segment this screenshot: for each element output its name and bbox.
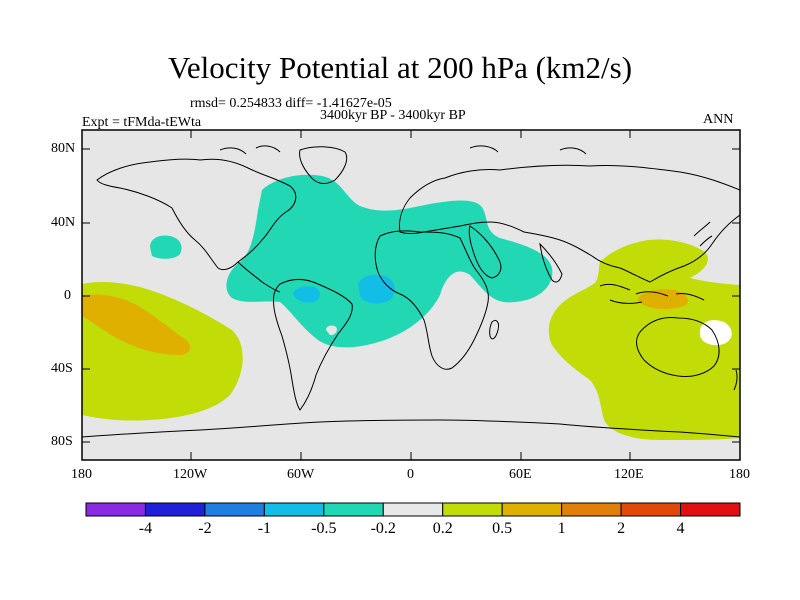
coastline-greenland xyxy=(299,146,348,184)
season-label: ANN xyxy=(703,112,734,127)
colorbar-label: 2 xyxy=(617,520,626,537)
lat-label-80s: 80S xyxy=(51,434,73,449)
colorbar-swatch xyxy=(561,502,622,517)
colorbar-label: 1 xyxy=(557,520,566,537)
lat-label-40s: 40S xyxy=(51,361,73,376)
contour-negative-pacific-blob xyxy=(150,235,182,259)
stats-label: rmsd= 0.254833 diff= -1.41627e-05 xyxy=(190,96,392,111)
coastline-japan xyxy=(693,221,713,247)
lon-label-180w: 180 xyxy=(71,467,92,482)
experiment-label: Expt = tFMda-tEWta xyxy=(82,115,202,130)
colorbar-swatch xyxy=(144,502,206,517)
colorbar-swatch xyxy=(620,502,682,517)
coastline-arctic-islands xyxy=(219,145,587,155)
contour-negative-atlantic-core xyxy=(358,274,395,304)
lon-label-60e: 60E xyxy=(509,467,532,482)
lat-tick-marks xyxy=(82,148,740,443)
colorbar-swatch xyxy=(442,502,503,517)
lon-label-60w: 60W xyxy=(287,467,315,482)
colorbar-swatch xyxy=(323,502,384,517)
coastline-new-zealand xyxy=(733,369,738,391)
colorbar-swatch xyxy=(680,502,741,517)
lat-label-40n: 40N xyxy=(51,215,76,230)
lat-label-80n: 80N xyxy=(51,141,76,156)
coastline-arabia xyxy=(468,225,502,279)
colorbar-label: 4 xyxy=(676,520,685,537)
contour-positive-maritime-core xyxy=(638,289,689,309)
colorbar-swatch xyxy=(382,502,444,517)
coastline-central-america xyxy=(237,261,281,293)
colorbar-label: -0.2 xyxy=(370,520,396,537)
coastlines xyxy=(82,145,740,438)
coastline-north-america xyxy=(96,158,297,271)
contour-negative-atlantic-region xyxy=(226,174,553,348)
coastline-australia xyxy=(636,317,720,377)
coastline-africa xyxy=(374,230,489,370)
colorbar-swatch xyxy=(263,502,325,517)
coastline-maritime-continent xyxy=(599,283,705,304)
lon-label-120w: 120W xyxy=(173,467,208,482)
lat-label-0: 0 xyxy=(64,288,71,303)
colorbar-label: -1 xyxy=(257,520,272,537)
lon-label-180e: 180 xyxy=(729,467,750,482)
coastline-madagascar xyxy=(489,319,499,340)
contour-positive-indo-pacific xyxy=(548,239,740,440)
colorbar-label: 0.2 xyxy=(432,520,453,537)
map-title: Velocity Potential at 200 hPa (km2/s) xyxy=(167,50,633,85)
colorbar-swatch xyxy=(85,502,146,517)
contour-neutral-hole xyxy=(326,325,337,336)
contour-positive-east-pacific-core xyxy=(82,294,191,355)
contour-fill-layer xyxy=(82,174,740,440)
period-label: 3400kyr BP - 3400kyr BP xyxy=(320,108,466,123)
coastline-eurasia xyxy=(399,164,740,283)
lon-label-0: 0 xyxy=(407,467,414,482)
colorbar-label: -2 xyxy=(198,520,212,537)
coastline-india xyxy=(539,242,563,283)
colorbar-swatch xyxy=(204,502,265,517)
colorbar-label: -4 xyxy=(138,520,153,537)
colorbar-label: 0.5 xyxy=(492,520,513,537)
colorbar-label: -0.5 xyxy=(311,520,337,537)
coastline-antarctica xyxy=(82,419,740,438)
contour-negative-amazon-core xyxy=(293,286,320,303)
coastline-south-america xyxy=(273,279,353,411)
colorbar-swatch xyxy=(501,502,563,517)
lon-tick-marks xyxy=(81,130,741,460)
colorbar xyxy=(85,502,741,517)
lon-label-120e: 120E xyxy=(614,467,644,482)
